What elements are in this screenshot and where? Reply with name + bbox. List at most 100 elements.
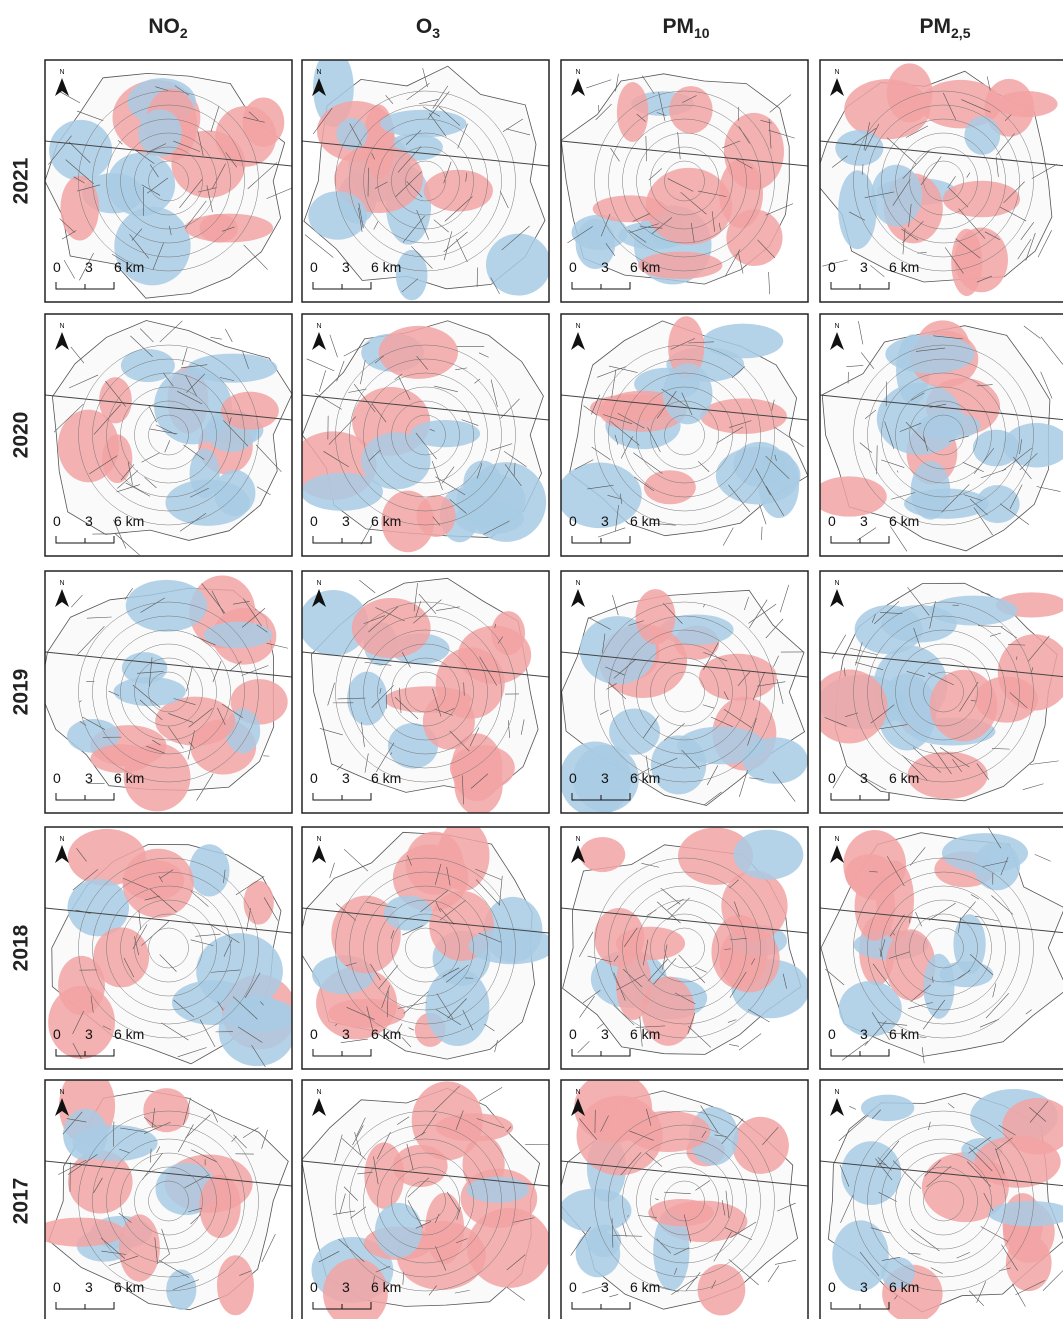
scale-label: 6 km [889, 259, 919, 275]
scale-label: 0 [53, 1279, 61, 1295]
scale-label: 6 km [114, 1279, 144, 1295]
map-panel [820, 1080, 1063, 1319]
zone-patch [199, 1175, 241, 1238]
zone-patch [811, 670, 888, 744]
zone-patch [491, 611, 525, 655]
scale-label: 3 [860, 513, 868, 529]
zone-patch [626, 1111, 710, 1152]
header-subscript: 2,5 [951, 25, 971, 41]
scale-label: 0 [310, 259, 318, 275]
scale-label: 0 [53, 1026, 61, 1042]
zone-patch [189, 844, 229, 896]
scale-label: 3 [860, 770, 868, 786]
zone-patch [812, 476, 887, 516]
row-label: 2017 [10, 1178, 33, 1225]
scale-label: 0 [828, 259, 836, 275]
zone-patch [964, 116, 1000, 155]
row-label: 2021 [10, 157, 33, 204]
zone-patch [881, 605, 957, 643]
map-panel [811, 571, 1063, 813]
scale-label: 6 km [371, 770, 401, 786]
zone-patch [405, 832, 463, 895]
zone-patch [416, 495, 455, 537]
zone-patch [375, 1203, 422, 1258]
row-label: 2020 [10, 412, 33, 459]
map-panel [557, 1072, 808, 1319]
scale-label: 3 [601, 770, 609, 786]
zone-patch [646, 168, 733, 245]
header-name: NO [148, 15, 180, 38]
column-header: PM10 [662, 15, 709, 41]
header-subscript: 3 [432, 25, 440, 41]
scale-label: 0 [828, 513, 836, 529]
zone-patch [467, 1208, 552, 1288]
column-header: NO2 [148, 15, 188, 41]
zone-patch [454, 755, 502, 815]
scale-label: 6 km [114, 770, 144, 786]
scale-label: 6 km [889, 770, 919, 786]
scale-label: 0 [569, 1279, 577, 1295]
scale-label: 3 [85, 1026, 93, 1042]
zone-patch [308, 191, 367, 239]
scale-label: 6 km [371, 513, 401, 529]
zone-patch [594, 908, 644, 967]
north-label: N [575, 836, 580, 843]
zone-patch [559, 1189, 631, 1233]
map-panel [557, 314, 808, 556]
scale-label: 0 [310, 770, 318, 786]
map-panel [814, 60, 1063, 302]
north-label: N [59, 1089, 64, 1096]
header-subscript: 2 [180, 25, 188, 41]
scale-label: 0 [569, 513, 577, 529]
header-name: PM [920, 15, 952, 38]
zone-patch [871, 165, 922, 227]
scale-label: 6 km [630, 770, 660, 786]
zone-patch [908, 752, 988, 799]
row-label: 2018 [10, 924, 33, 971]
header-subscript: 10 [694, 25, 710, 41]
scale-label: 6 km [889, 1026, 919, 1042]
north-label: N [316, 836, 321, 843]
map-panel [45, 60, 297, 302]
north-label: N [316, 69, 321, 76]
scale-label: 0 [53, 770, 61, 786]
zone-patch [974, 1136, 1060, 1188]
zone-patch [995, 91, 1057, 117]
north-label: N [575, 1089, 580, 1096]
zone-patch [923, 954, 954, 1019]
scale-label: 3 [85, 770, 93, 786]
scale-label: 6 km [630, 259, 660, 275]
scale-label: 6 km [371, 1279, 401, 1295]
north-label: N [316, 1089, 321, 1096]
north-label: N [316, 323, 321, 330]
map-panel [561, 827, 809, 1069]
scale-label: 3 [85, 259, 93, 275]
scale-label: 0 [310, 1279, 318, 1295]
scale-label: 6 km [630, 1279, 660, 1295]
north-label: N [59, 580, 64, 587]
scale-label: 0 [569, 1026, 577, 1042]
map-panel [299, 571, 549, 815]
map-panel [290, 314, 549, 556]
scale-label: 6 km [114, 513, 144, 529]
zone-patch [58, 410, 119, 483]
map-panel [560, 571, 808, 816]
map-panel [820, 819, 1063, 1069]
zone-patch [396, 250, 428, 300]
scale-label: 0 [569, 770, 577, 786]
zone-patch [119, 1214, 160, 1281]
scale-label: 6 km [371, 259, 401, 275]
scale-label: 6 km [889, 1279, 919, 1295]
zone-patch [393, 1145, 448, 1187]
zone-patch [214, 470, 255, 516]
zone-patch [732, 1117, 789, 1174]
zone-patch [215, 106, 276, 167]
zone-patch [72, 1125, 157, 1161]
scale-label: 6 km [630, 513, 660, 529]
zone-patch [835, 130, 883, 166]
north-label: N [834, 1089, 839, 1096]
north-label: N [834, 580, 839, 587]
scale-label: 6 km [371, 1026, 401, 1042]
scale-label: 0 [569, 259, 577, 275]
zone-patch [379, 326, 458, 379]
